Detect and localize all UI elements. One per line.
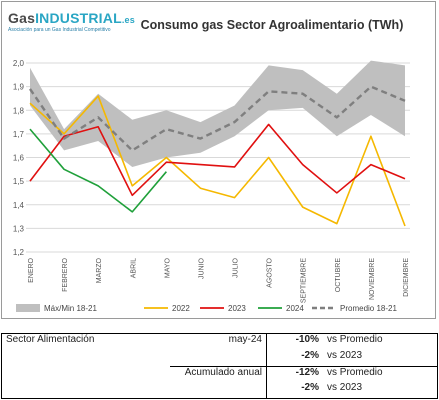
legend-label: 2024 bbox=[286, 304, 304, 313]
series-line-promedio-18-21 bbox=[29, 85, 406, 152]
logo-gas: Gas bbox=[8, 10, 36, 26]
series-line-2022 bbox=[29, 95, 406, 227]
x-tick-label: NOVIEMBRE bbox=[369, 258, 376, 300]
pct-cum-avg: -12% bbox=[266, 365, 323, 383]
x-tick-label: JUNIO bbox=[198, 257, 205, 279]
x-tick-label: FEBRERO bbox=[62, 257, 69, 291]
legend-label: 2023 bbox=[228, 304, 246, 313]
y-tick-label: 1,8 bbox=[13, 106, 25, 115]
y-tick-label: 1,5 bbox=[13, 177, 25, 186]
empty-cell bbox=[1, 382, 170, 400]
pct-month-2023: -2% bbox=[301, 349, 319, 361]
x-tick-label: AGOSTO bbox=[267, 257, 274, 287]
logo-tagline: Asociación para un Gas Industrial Compet… bbox=[8, 27, 111, 33]
x-tick-label: MAYO bbox=[164, 257, 171, 278]
y-tick-label: 1,7 bbox=[13, 130, 25, 139]
x-tick-label: ABRIL bbox=[130, 258, 137, 278]
pct-cum-2023: -2% bbox=[266, 382, 323, 400]
x-tick-label: SEPTIEMBRE bbox=[301, 258, 308, 303]
legend-label: Promedio 18-21 bbox=[340, 304, 397, 313]
summary-table: Sector Alimentación may-24 -10% vs Prome… bbox=[1, 332, 438, 400]
x-tick-label: OCTUBRE bbox=[335, 258, 342, 293]
cmp-cum-2023: vs 2023 bbox=[323, 382, 438, 400]
empty-cell bbox=[1, 349, 170, 366]
empty-cell bbox=[1, 366, 170, 383]
chart-frame: GasINDUSTRIAL.es Asociación para un Gas … bbox=[1, 1, 436, 319]
cmp-month-2023: vs 2023 bbox=[323, 349, 438, 366]
pct-month-avg: -10% bbox=[266, 332, 323, 350]
y-tick-label: 1,6 bbox=[13, 154, 25, 163]
series-line-2024 bbox=[29, 128, 167, 213]
cumulative-label: Acumulado anual bbox=[170, 365, 267, 383]
series-line-2023 bbox=[29, 123, 406, 197]
cmp-cum-avg: vs Promedio bbox=[323, 365, 438, 383]
legend-swatch-band bbox=[16, 304, 40, 312]
empty-cell bbox=[170, 349, 267, 366]
y-tick-label: 1,2 bbox=[13, 248, 25, 257]
cmp-month-avg: vs Promedio bbox=[323, 332, 438, 350]
x-tick-label: JULIO bbox=[233, 257, 240, 277]
line-chart: 1,2 1,3 1,4 1,5 1,6 1,7 1,8 1,9 2,0 ENERO FEBRERO M… bbox=[13, 59, 410, 313]
legend-label: 2022 bbox=[172, 304, 190, 313]
logo-industrial: INDUSTRIAL bbox=[35, 10, 122, 26]
x-tick-label: ENERO bbox=[28, 257, 35, 282]
y-tick-label: 1,4 bbox=[13, 201, 25, 210]
gasindustrial-logo: GasINDUSTRIAL.es Asociación para un Gas … bbox=[8, 10, 135, 33]
chart-title: Consumo gas Sector Agroalimentario (TWh) bbox=[140, 18, 404, 32]
sector-label: Sector Alimentación bbox=[1, 332, 170, 350]
empty-cell bbox=[170, 382, 267, 400]
range-band bbox=[30, 60, 405, 167]
x-tick-label: MARZO bbox=[96, 257, 103, 283]
logo-tld: .es bbox=[121, 15, 135, 25]
month-label: may-24 bbox=[170, 332, 267, 350]
x-tick-label: DICIEMBRE bbox=[403, 258, 410, 297]
y-tick-label: 1,3 bbox=[13, 224, 25, 233]
legend-label: Máx/Min 18-21 bbox=[44, 304, 97, 313]
y-tick-label: 1,9 bbox=[13, 83, 25, 92]
y-tick-label: 2,0 bbox=[13, 59, 25, 68]
